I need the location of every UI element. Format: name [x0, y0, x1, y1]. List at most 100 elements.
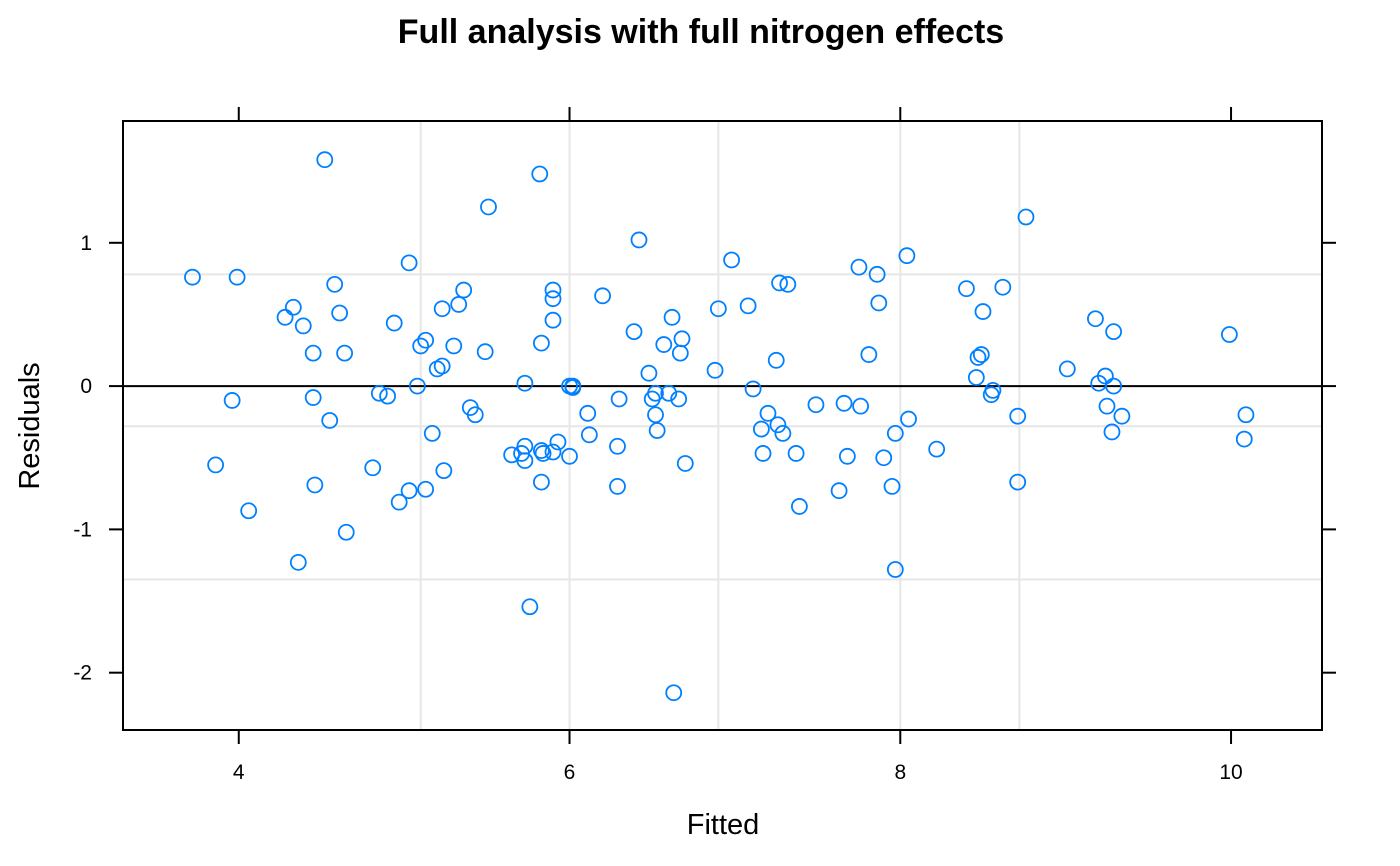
data-point-79 [673, 330, 691, 348]
data-point-107 [883, 477, 901, 495]
data-point-94 [779, 275, 797, 293]
data-point-13 [321, 412, 339, 429]
data-point-36 [455, 281, 473, 299]
data-point-28 [417, 480, 435, 498]
data-point-19 [370, 384, 388, 402]
data-point-73 [648, 422, 666, 439]
x-tick-label: 4 [233, 761, 245, 784]
data-point-20 [379, 387, 397, 405]
data-point-99 [835, 394, 853, 412]
data-point-56 [549, 433, 567, 451]
data-point-34 [445, 337, 463, 355]
data-point-130 [1105, 323, 1123, 341]
x-tick-label: 10 [1219, 761, 1242, 784]
x-axis-label: Fitted [687, 809, 760, 841]
data-point-48 [533, 334, 550, 352]
data-point-109 [886, 561, 904, 578]
data-point-124 [1058, 360, 1076, 378]
data-point-100 [838, 447, 856, 465]
y-tick-label: 1 [80, 232, 92, 255]
data-points [184, 151, 1255, 702]
data-point-115 [969, 349, 987, 366]
data-point-101 [850, 258, 868, 276]
data-point-61 [579, 404, 597, 422]
data-point-106 [875, 449, 893, 467]
chart-title: Full analysis with full nitrogen effects [398, 13, 1004, 51]
y-tick-label: 0 [80, 375, 92, 398]
data-point-133 [1220, 326, 1238, 343]
data-point-125 [1087, 310, 1104, 328]
data-point-65 [609, 437, 626, 455]
data-point-102 [852, 397, 869, 415]
y-axis-label: Residuals [14, 362, 46, 489]
data-point-76 [663, 308, 681, 326]
data-point-57 [561, 447, 578, 465]
y-tick-label: -1 [73, 518, 92, 541]
data-point-117 [974, 303, 992, 320]
data-point-60 [564, 377, 582, 395]
data-point-78 [671, 344, 689, 362]
data-point-63 [594, 287, 611, 305]
data-point-5 [276, 308, 294, 326]
data-point-0 [184, 268, 201, 286]
data-point-96 [791, 498, 808, 515]
data-point-97 [807, 396, 825, 414]
data-point-47 [531, 165, 549, 183]
data-point-93 [774, 424, 792, 442]
data-point-103 [860, 346, 878, 363]
data-point-1 [223, 392, 241, 409]
data-point-4 [240, 502, 258, 520]
data-point-132 [1113, 407, 1131, 425]
data-point-3 [207, 456, 225, 474]
data-point-35 [450, 296, 468, 313]
x-tick-label: 6 [564, 761, 576, 784]
data-point-135 [1237, 406, 1255, 424]
data-point-52 [544, 281, 562, 299]
data-point-134 [1235, 430, 1253, 448]
data-point-69 [640, 364, 658, 382]
data-point-121 [1009, 473, 1027, 491]
data-point-62 [580, 426, 598, 444]
data-point-113 [958, 280, 975, 298]
data-point-29 [423, 424, 441, 442]
plot-frame [122, 120, 1323, 731]
data-point-27 [417, 331, 435, 349]
data-point-77 [670, 390, 688, 408]
data-point-26 [412, 337, 430, 355]
data-point-82 [706, 361, 724, 379]
x-tick-label: 8 [894, 761, 906, 784]
data-point-22 [390, 493, 408, 511]
data-point-53 [544, 290, 562, 308]
grid-lines [123, 121, 1322, 730]
data-point-86 [744, 380, 762, 398]
data-point-12 [316, 151, 334, 169]
data-point-84 [723, 251, 740, 269]
data-point-119 [984, 381, 1002, 399]
data-point-2 [228, 268, 246, 286]
data-point-92 [771, 274, 788, 292]
data-point-105 [870, 294, 888, 312]
data-point-91 [769, 416, 787, 434]
data-point-64 [609, 477, 626, 495]
data-point-18 [364, 459, 382, 477]
data-point-21 [385, 314, 403, 332]
data-point-23 [400, 254, 418, 272]
data-point-32 [433, 357, 451, 375]
data-point-14 [326, 275, 344, 293]
data-point-98 [830, 482, 848, 500]
data-point-11 [289, 553, 307, 571]
data-point-44 [516, 452, 534, 470]
data-point-8 [304, 344, 322, 362]
axes: 4 6 8 10 -2 -1 0 1 [73, 107, 1336, 784]
data-point-89 [759, 404, 777, 422]
data-point-111 [900, 410, 917, 428]
data-point-25 [408, 377, 426, 395]
data-point-112 [928, 440, 946, 458]
data-point-40 [480, 198, 497, 216]
data-point-16 [336, 344, 354, 362]
data-point-33 [435, 462, 453, 480]
y-tick-label: -2 [73, 662, 92, 685]
data-point-114 [967, 369, 985, 386]
data-point-74 [655, 336, 673, 353]
